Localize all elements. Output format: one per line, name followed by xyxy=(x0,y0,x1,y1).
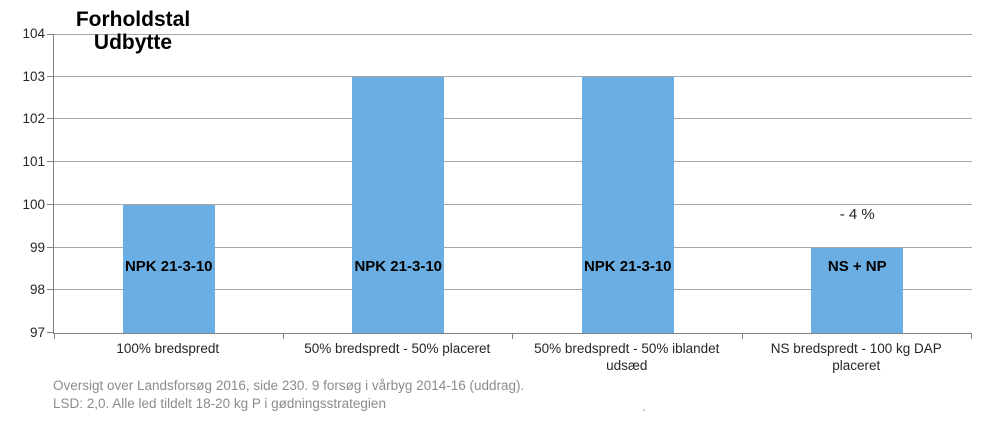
x-axis-category-label: 100% bredspredt xyxy=(116,341,220,356)
chart-title-line2: Udbytte xyxy=(93,31,173,54)
bar-label: NPK 21-3-10 xyxy=(124,258,213,275)
bar-annotation: - 4 % xyxy=(839,205,875,223)
y-axis-tick-label: 100 xyxy=(22,196,45,212)
y-axis-tick-label: 103 xyxy=(22,68,45,84)
y-axis-tick-label: 104 xyxy=(22,26,45,41)
bar xyxy=(811,247,904,333)
lsd-note: LSD: 2,0. Alle led tildelt 18-20 kg P i … xyxy=(53,396,386,411)
y-axis-tick-label: 101 xyxy=(22,154,45,170)
plot-area: NPK 21-3-10 NPK 21-3-10 NPK 21-3-10 NS + NP… xyxy=(53,34,972,339)
x-axis-tick xyxy=(971,334,972,339)
y-axis-tick xyxy=(47,75,53,77)
bar-label: NS + NP xyxy=(827,258,887,275)
x-axis-tick xyxy=(512,334,513,339)
y-axis-tick xyxy=(47,246,53,248)
gridline xyxy=(54,161,972,163)
gridline xyxy=(54,246,972,248)
x-axis-category-label: 50% bredspredt - 50% iblandet udsæd xyxy=(534,341,720,373)
gridline xyxy=(54,118,972,120)
bar-label: NPK 21-3-10 xyxy=(354,258,443,275)
bar xyxy=(122,204,215,333)
bar xyxy=(581,76,674,333)
bar-label: NPK 21-3-10 xyxy=(583,258,672,275)
x-axis-category-label: 50% bredspredt - 50% placeret xyxy=(304,341,491,356)
x-axis-labels: 100% bredspredt 50% bredspredt - 50% plac… xyxy=(53,340,971,374)
gridline xyxy=(54,34,972,35)
x-axis-tick xyxy=(741,334,743,339)
stray-dot: . xyxy=(642,399,646,414)
y-axis: 97 98 99 100 101 102 103 104 xyxy=(0,26,53,340)
chart-title: Forholdstal Udbytte xyxy=(40,8,226,54)
gridline xyxy=(54,289,972,291)
y-axis-tick xyxy=(47,34,53,35)
source-note: Oversigt over Landsforsøg 2016, side 230… xyxy=(53,378,525,393)
bar xyxy=(352,76,445,333)
y-axis-tick-label: 99 xyxy=(29,239,45,255)
y-axis-tick xyxy=(47,289,53,291)
y-axis-tick xyxy=(47,161,53,163)
x-axis-tick xyxy=(282,334,284,339)
x-axis-tick xyxy=(54,334,55,339)
chart-title-line1: Forholdstal xyxy=(75,8,191,31)
y-axis-tick-label: 97 xyxy=(29,325,45,340)
y-axis-tick xyxy=(47,118,53,120)
y-axis-tick-label: 98 xyxy=(29,282,45,298)
y-axis-tick xyxy=(47,332,53,333)
x-axis-category-label: NS bredspredt - 100 kg DAP placeret xyxy=(770,341,942,373)
footnote: Oversigt over Landsforsøg 2016, side 230… xyxy=(53,377,524,413)
y-axis-tick xyxy=(47,203,53,205)
gridline xyxy=(54,203,972,205)
y-axis-tick-label: 102 xyxy=(22,111,45,127)
gridline xyxy=(54,75,972,77)
